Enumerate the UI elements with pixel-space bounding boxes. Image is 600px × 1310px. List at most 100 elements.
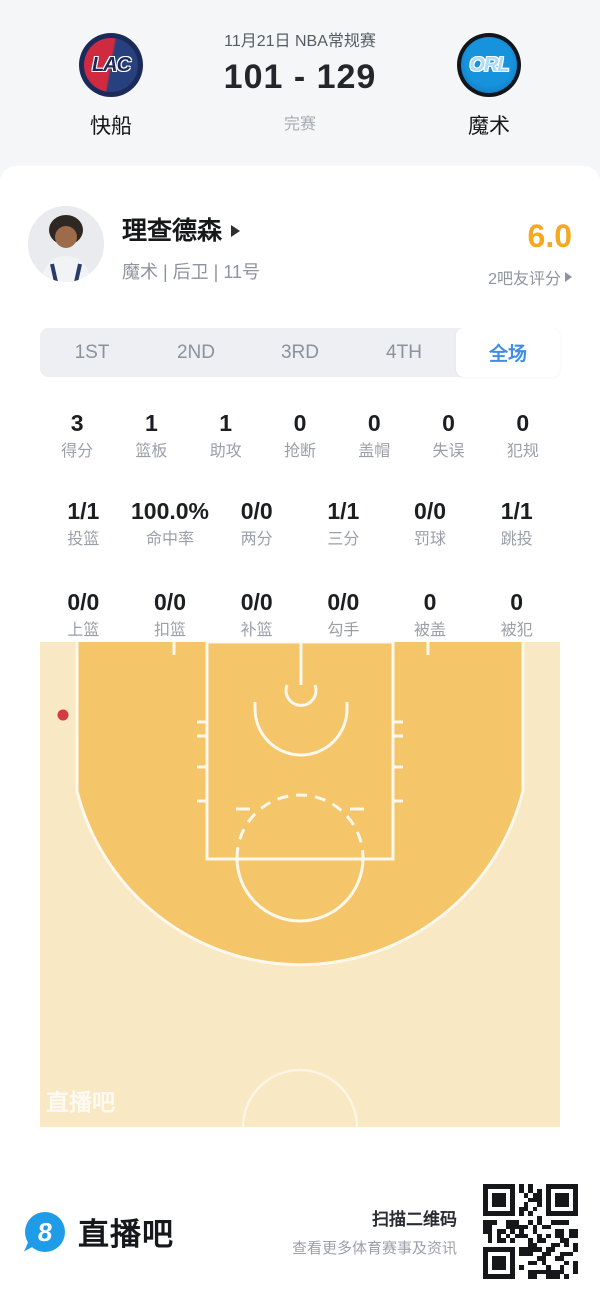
stat-value: 1/1 [327,498,360,524]
stat-value: 100.0% [131,498,210,524]
stat-value: 0 [367,410,381,436]
stat-dunk: 0/0 扣篮 [127,590,214,640]
stat-value: 1/1 [500,498,533,524]
match-score: 101 - 129 [223,58,377,96]
stat-value: 3 [70,410,84,436]
player-stats-card: 理查德森 魔术 | 后卫 | 11号 6.0 2吧友评分 1ST 2ND 3RD… [0,166,600,1303]
court-inside-3pt-area [77,642,523,965]
rating-value: 6.0 [527,218,572,254]
stat-label: 被犯 [500,622,533,639]
stat-value: 0/0 [240,498,273,524]
expand-caret-icon [231,225,241,237]
stat-steals: 0 抢断 [263,411,337,461]
baseline-ticks [172,642,430,655]
tab-full-game[interactable]: 全场 [456,328,560,377]
stat-label: 助攻 [209,443,242,460]
stat-value: 0/0 [240,589,273,615]
clippers-logo-inner [84,38,138,92]
stat-fouls: 0 犯规 [486,411,560,461]
stat-2pt: 0/0 两分 [213,499,300,549]
team-away[interactable]: ORL 魔术 [414,0,564,166]
stat-label: 得分 [61,443,94,460]
tab-4th[interactable]: 4TH [386,341,422,363]
stat-value: 0 [442,410,455,436]
stat-blocks: 0 盖帽 [337,411,411,461]
player-name-row[interactable]: 理查德森 [122,216,260,246]
stat-label: 上篮 [67,622,100,639]
stat-blocked: 0 被盖 [387,590,474,640]
magic-logo-inner [461,37,517,93]
match-date: 11月21日 NBA常规赛 [224,33,376,50]
stats-row-2: 1/1 投篮 100.0% 命中率 0/0 两分 1/1 三分 0/0 罚球 1… [0,499,600,549]
rim-arc [284,684,318,707]
stat-label: 扣篮 [154,622,187,639]
clippers-logo: LAC [79,33,143,97]
stat-value: 0/0 [414,498,447,524]
qr-title: 扫描二维码 [372,1210,457,1229]
tab-3rd[interactable]: 3RD [280,341,319,363]
brand-group: 8 直播吧 [25,1209,174,1254]
court-watermark: 直播吧 [46,1089,115,1115]
three-point-line [75,642,525,967]
stat-value: 1/1 [67,498,100,524]
quarter-tabs: 1ST 2ND 3RD 4TH 全场 [40,328,560,377]
score-block: 11月21日 NBA常规赛 101 - 129 完赛 [186,0,414,166]
stat-value: 0 [423,589,437,615]
match-header: LAC 快船 11月21日 NBA常规赛 101 - 129 完赛 ORL 魔术 [0,0,600,166]
stat-fg: 1/1 投篮 [40,499,127,549]
qr-text-block: 扫描二维码 查看更多体育赛事及资讯 [292,1205,457,1258]
stat-3pt: 1/1 三分 [300,499,387,549]
stat-hook: 0/0 勾手 [300,590,387,640]
stat-label: 两分 [240,531,273,548]
stat-fouled: 0 被犯 [473,590,560,640]
restricted-area-arc [253,702,349,757]
tab-1st[interactable]: 1ST [74,341,110,363]
zhibo8-logo-icon: 8 [25,1211,65,1252]
player-avatar-image [28,206,104,282]
shot-chart: 直播吧 [40,640,560,1128]
tab-2nd[interactable]: 2ND [176,341,215,363]
player-info: 理查德森 魔术 | 后卫 | 11号 [122,206,260,284]
stats-row-3: 0/0 上篮 0/0 扣篮 0/0 补篮 0/0 勾手 0 被盖 0 被犯 [0,590,600,640]
rating-note: 2吧友评分 [488,265,572,289]
stat-fg-pct: 100.0% 命中率 [127,499,214,549]
brand-wordmark: 直播吧 [78,1217,174,1252]
stat-label: 命中率 [146,531,195,548]
stat-value: 0 [510,589,524,615]
stat-value: 0/0 [154,589,186,615]
player-avatar[interactable] [28,206,104,282]
free-throw-circle-dashed [235,793,365,859]
stat-label: 勾手 [327,622,360,639]
stat-label: 投篮 [67,531,100,548]
magic-abbr: ORL [469,53,509,76]
stat-label: 盖帽 [358,443,391,460]
stat-label: 抢断 [283,443,316,460]
stat-label: 失误 [432,443,465,460]
rating-caret-icon [565,272,572,282]
stat-rebounds: 1 篮板 [114,411,188,461]
stat-value: 0/0 [67,589,100,615]
player-meta: 魔术 | 后卫 | 11号 [122,262,261,282]
shot-dot [57,709,69,721]
stat-value: 1 [219,410,233,436]
stat-label: 补篮 [240,622,273,639]
stat-value: 0 [293,410,307,436]
player-name: 理查德森 [122,217,223,245]
stat-label: 被盖 [414,622,447,639]
stat-label: 篮板 [135,443,168,460]
team-away-name: 魔术 [468,115,510,138]
half-court-circle [241,1068,359,1128]
stat-value: 0 [516,410,530,436]
stat-value: 0/0 [327,589,360,615]
stat-jumpshot: 1/1 跳投 [473,499,560,549]
rating-block[interactable]: 6.0 2吧友评分 [488,206,572,289]
team-home[interactable]: LAC 快船 [36,0,186,166]
stat-label: 三分 [327,531,360,548]
stat-ft: 0/0 罚球 [387,499,474,549]
qr-group: 扫描二维码 查看更多体育赛事及资讯 [292,1184,578,1279]
stat-label: 罚球 [414,531,447,548]
stat-turnovers: 0 失误 [411,411,485,461]
qr-subtitle: 查看更多体育赛事及资讯 [291,1240,457,1257]
magic-logo: ORL [457,33,521,97]
stat-label: 犯规 [506,443,539,460]
